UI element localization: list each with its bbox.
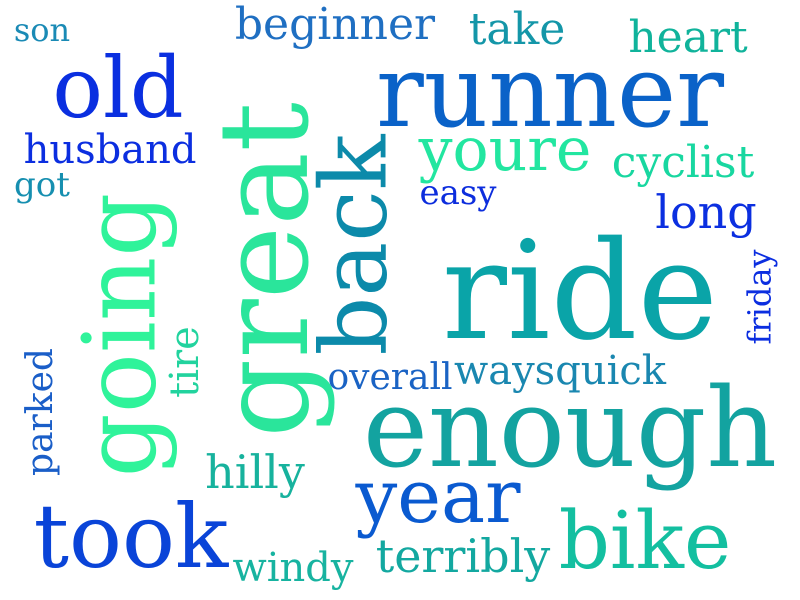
word-heart: heart [628,12,748,63]
word-going: going [61,192,178,478]
word-son: son [13,11,71,49]
word-took: took [33,485,229,588]
word-old: old [52,39,184,137]
word-year: year [355,454,521,540]
word-back: back [300,134,408,356]
word-waysquick: waysquick [453,348,666,394]
word-hilly: hilly [205,445,305,499]
word-beginner: beginner [234,0,436,50]
word-enough: enough [362,364,778,492]
word-easy: easy [419,173,497,213]
word-got: got [14,165,70,205]
word-bike: bike [558,494,732,587]
word-take: take [468,4,566,55]
word-long: long [655,185,757,239]
word-youre: youre [418,115,592,185]
word-husband: husband [23,127,197,173]
word-runner: runner [376,33,724,150]
word-ride: ride [441,213,719,371]
word-cyclist: cyclist [611,137,755,188]
word-terribly: terribly [375,529,551,583]
word-friday: friday [740,249,779,345]
word-parked: parked [20,348,62,476]
word-tire: tire [161,326,208,398]
word-overall: overall [327,357,453,398]
word-windy: windy [232,545,354,591]
